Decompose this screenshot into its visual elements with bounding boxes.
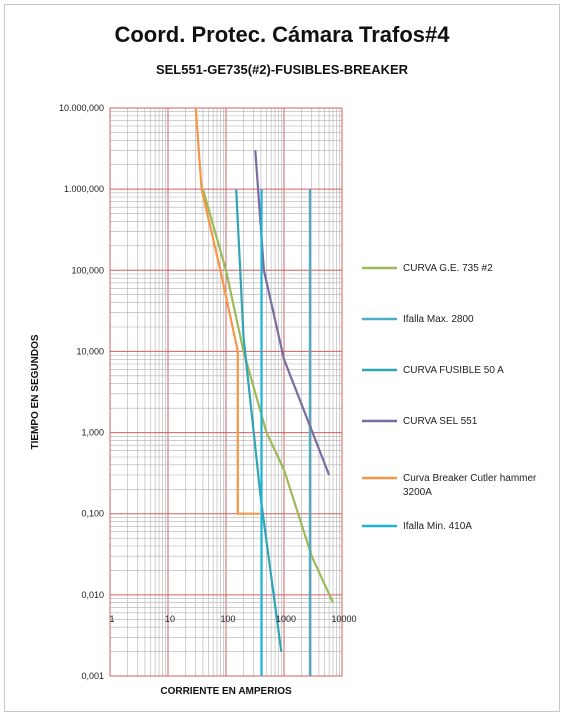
y-tick-label: 10,000 [76, 346, 104, 356]
y-tick-label: 1,000 [81, 428, 104, 438]
series-line [201, 188, 335, 604]
chart-title: Coord. Protec. Cámara Trafos#4 [114, 22, 450, 47]
chart-subtitle: SEL551-GE735(#2)-FUSIBLES-BREAKER [155, 62, 409, 77]
y-tick-label: 1.000,000 [64, 184, 104, 194]
x-axis-label: CORRIENTE EN AMPERIOS [160, 686, 292, 697]
x-tick-label: 1000 [276, 614, 296, 624]
y-axis-label: TIEMPO EN SEGUNDOS [30, 334, 41, 449]
y-tick-label: 10.000,000 [59, 103, 104, 113]
y-tick-label: 0,100 [81, 509, 104, 519]
grid [109, 108, 342, 677]
y-tick-labels: 10.000,000 1.000,000 100,000 10,000 1,000 0,1… [59, 103, 104, 681]
y-tick-label: 0,001 [81, 671, 104, 681]
y-tick-label: 0,010 [81, 590, 104, 600]
series-layer [194, 107, 335, 676]
legend-label: Ifalla Min. 410A [403, 521, 472, 532]
series-line [254, 150, 331, 476]
x-tick-label: 100 [220, 614, 235, 624]
x-tick-labels: 1 10 100 1000 10000 [109, 614, 356, 624]
chart-frame [4, 4, 560, 712]
legend-label: CURVA SEL 551 [403, 416, 478, 427]
legend-label: CURVA G.E. 735 #2 [403, 263, 493, 274]
series-line [194, 107, 260, 515]
x-tick-label: 10000 [331, 614, 356, 624]
legend-label: Curva Breaker Cutler hammer 3200A [403, 473, 537, 498]
x-tick-label: 10 [165, 614, 175, 624]
x-tick-label: 1 [109, 614, 114, 624]
series-line [235, 189, 283, 652]
plot-border [109, 107, 343, 677]
y-tick-label: 100,000 [71, 265, 104, 275]
legend: CURVA G.E. 735 #2 Ifalla Max. 2800 CURVA F… [362, 263, 537, 532]
legend-label: Ifalla Max. 2800 [403, 314, 474, 325]
legend-label: CURVA FUSIBLE 50 A [403, 365, 504, 376]
